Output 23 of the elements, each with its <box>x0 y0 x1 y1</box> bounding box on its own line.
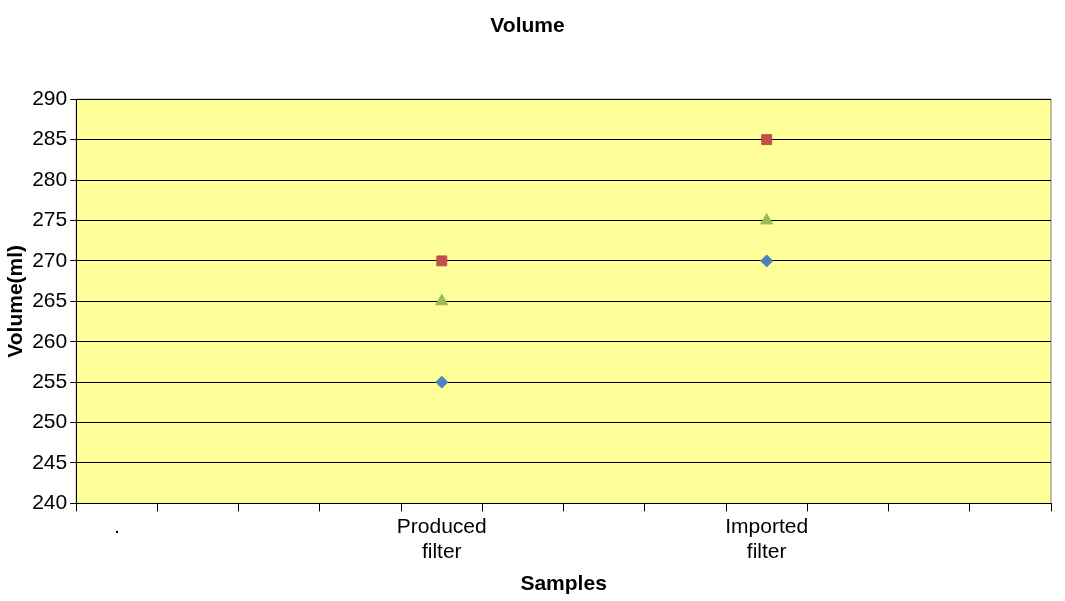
chart-title: Volume <box>490 13 565 37</box>
y-tick-label: 240 <box>32 490 68 514</box>
point <box>761 134 773 146</box>
y-tick-label: 285 <box>32 126 68 150</box>
y-tick-label: 250 <box>32 409 68 433</box>
y-tick-label: 255 <box>32 368 68 392</box>
y-tick-label: 290 <box>32 86 68 109</box>
point <box>436 255 448 267</box>
x-tick-label: . <box>113 513 120 537</box>
y-tick-label: 270 <box>32 247 68 271</box>
y-tick-label: 260 <box>32 328 68 352</box>
x-tick-label: Produced filter <box>396 513 487 562</box>
y-tick-label: 275 <box>32 207 68 231</box>
y-tick-label: 245 <box>32 449 68 473</box>
point <box>760 212 774 225</box>
x-axis-title: Samples <box>520 571 607 595</box>
x-tick-label: Imported filter <box>725 513 809 562</box>
y-axis-title: Volume(ml) <box>3 244 27 358</box>
point <box>760 254 774 268</box>
y-tick-label: 280 <box>32 166 68 190</box>
point <box>435 375 449 389</box>
y-tick-label: 265 <box>32 288 68 312</box>
point <box>435 293 449 306</box>
